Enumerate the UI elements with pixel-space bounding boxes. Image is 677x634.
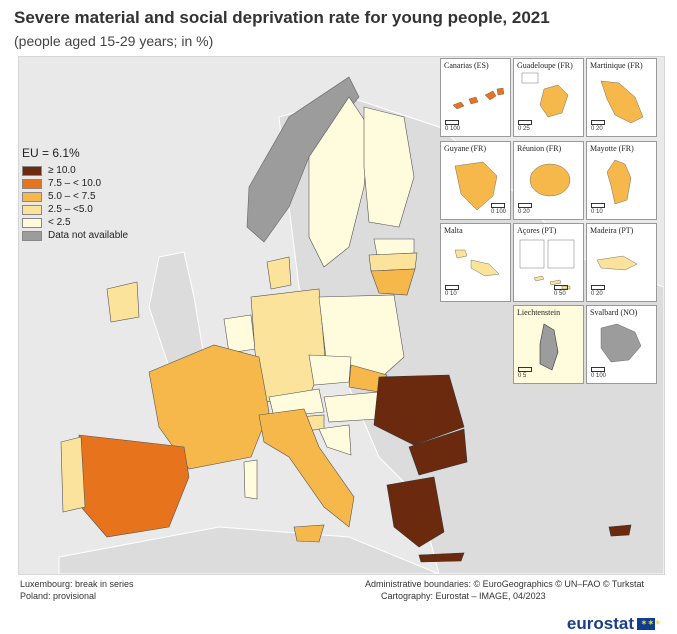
legend-swatch: [22, 204, 42, 215]
region-sardinia: [243, 459, 258, 500]
region-sweden: [308, 96, 370, 268]
legend-item: < 2.5: [22, 216, 128, 229]
legend-eu-value: EU = 6.1%: [22, 146, 80, 160]
legend-label: ≥ 10.0: [48, 165, 76, 176]
inset-scalebar: 0 20: [591, 120, 605, 132]
region-latvia: [368, 252, 418, 272]
legend-swatch: [22, 191, 42, 202]
region-benelux: [223, 314, 256, 354]
inset-guyane: Guyane (FR) 0 100: [440, 141, 511, 220]
note-luxembourg: Luxembourg: break in series: [20, 579, 134, 589]
inset-guadeloupe: Guadeloupe (FR) 0 25: [513, 58, 584, 137]
legend-label: Data not available: [48, 230, 129, 241]
legend-item: 7.5 – < 10.0: [22, 177, 128, 190]
eu-flag-icon: ✶✶✶: [637, 618, 661, 630]
region-cyprus: [608, 524, 632, 537]
inset-martinique: Martinique (FR) 0 20: [586, 58, 657, 137]
inset-label: Mayotte (FR): [590, 144, 634, 153]
inset-label: Liechtenstein: [517, 308, 561, 317]
inset-label: Martinique (FR): [590, 61, 643, 70]
legend-item: 5.0 – < 7.5: [22, 190, 128, 203]
region-ireland: [106, 281, 140, 323]
legend-swatch: [22, 178, 42, 189]
eurostat-logo: eurostat ✶✶✶: [566, 614, 661, 634]
logo-text: eurostat: [566, 614, 634, 633]
inset-label: Madeira (PT): [590, 226, 634, 235]
legend-label: 7.5 – < 10.0: [48, 178, 102, 189]
legend-item: ≥ 10.0: [22, 164, 128, 177]
legend-label: 2.5 – <5.0: [48, 204, 93, 215]
region-czechia: [308, 354, 352, 386]
map-subtitle: (people aged 15-29 years; in %): [14, 33, 214, 49]
legend-label: < 2.5: [48, 217, 71, 228]
region-denmark: [266, 256, 292, 290]
region-sicily: [293, 524, 325, 543]
legend-swatch: [22, 165, 42, 176]
inset-scalebar: 0 50: [554, 285, 568, 297]
region-crete: [418, 552, 465, 563]
region-france: [148, 344, 270, 470]
inset-madeira: Madeira (PT) 0 20: [586, 223, 657, 302]
inset-malta: Malta 0 10: [440, 223, 511, 302]
legend: EU = 6.1% ≥ 10.0 7.5 – < 10.0 5.0 – < 7.…: [22, 146, 128, 242]
inset-mayotte: Mayotte (FR) 0 10: [586, 141, 657, 220]
inset-label: Açores (PT): [517, 226, 557, 235]
inset-label: Réunion (FR): [517, 144, 562, 153]
inset-label: Guyane (FR): [444, 144, 486, 153]
inset-reunion: Réunion (FR) 0 20: [513, 141, 584, 220]
region-romania: [373, 374, 465, 446]
region-italy: [258, 408, 355, 528]
map-title: Severe material and social deprivation r…: [14, 8, 550, 27]
legend-swatch: [22, 230, 42, 241]
region-finland: [363, 106, 415, 228]
note-cartography: Cartography: Eurostat – IMAGE, 04/2023: [381, 591, 546, 601]
region-croatia: [318, 424, 352, 456]
inset-scalebar: 0 10: [591, 203, 605, 215]
region-estonia: [373, 238, 415, 256]
inset-scalebar: 0 5: [518, 367, 532, 379]
inset-liechtenstein: Liechtenstein 0 5: [513, 305, 584, 384]
legend-label: 5.0 – < 7.5: [48, 191, 96, 202]
region-bulgaria: [408, 428, 468, 476]
inset-scalebar: 0 25: [518, 120, 532, 132]
inset-scalebar: 0 10: [445, 285, 459, 297]
inset-canarias: Canarias (ES) 0 100: [440, 58, 511, 137]
inset-scalebar: 0 100: [591, 367, 606, 379]
inset-scalebar: 0 100: [491, 203, 506, 215]
note-poland: Poland: provisional: [20, 591, 97, 601]
legend-swatch: [22, 217, 42, 228]
region-lithuania: [370, 268, 416, 296]
inset-label: Guadeloupe (FR): [517, 61, 573, 70]
inset-label: Canarias (ES): [444, 61, 489, 70]
region-portugal: [60, 436, 86, 513]
inset-scalebar: 0 20: [518, 203, 532, 215]
inset-acores: Açores (PT) 0 50: [513, 223, 584, 302]
inset-scalebar: 0 20: [591, 285, 605, 297]
inset-scalebar: 0 100: [445, 120, 460, 132]
legend-item: 2.5 – <5.0: [22, 203, 128, 216]
inset-label: Malta: [444, 226, 463, 235]
inset-svalbard: Svalbard (NO) 0 100: [586, 305, 657, 384]
region-greece: [386, 476, 445, 548]
region-austria: [268, 388, 325, 418]
inset-label: Svalbard (NO): [590, 308, 638, 317]
region-hungary: [323, 391, 380, 423]
region-poland: [318, 294, 405, 376]
legend-item: Data not available: [22, 229, 128, 242]
north-africa-land: [58, 526, 440, 575]
note-boundaries: Administrative boundaries: © EuroGeograp…: [365, 579, 645, 589]
